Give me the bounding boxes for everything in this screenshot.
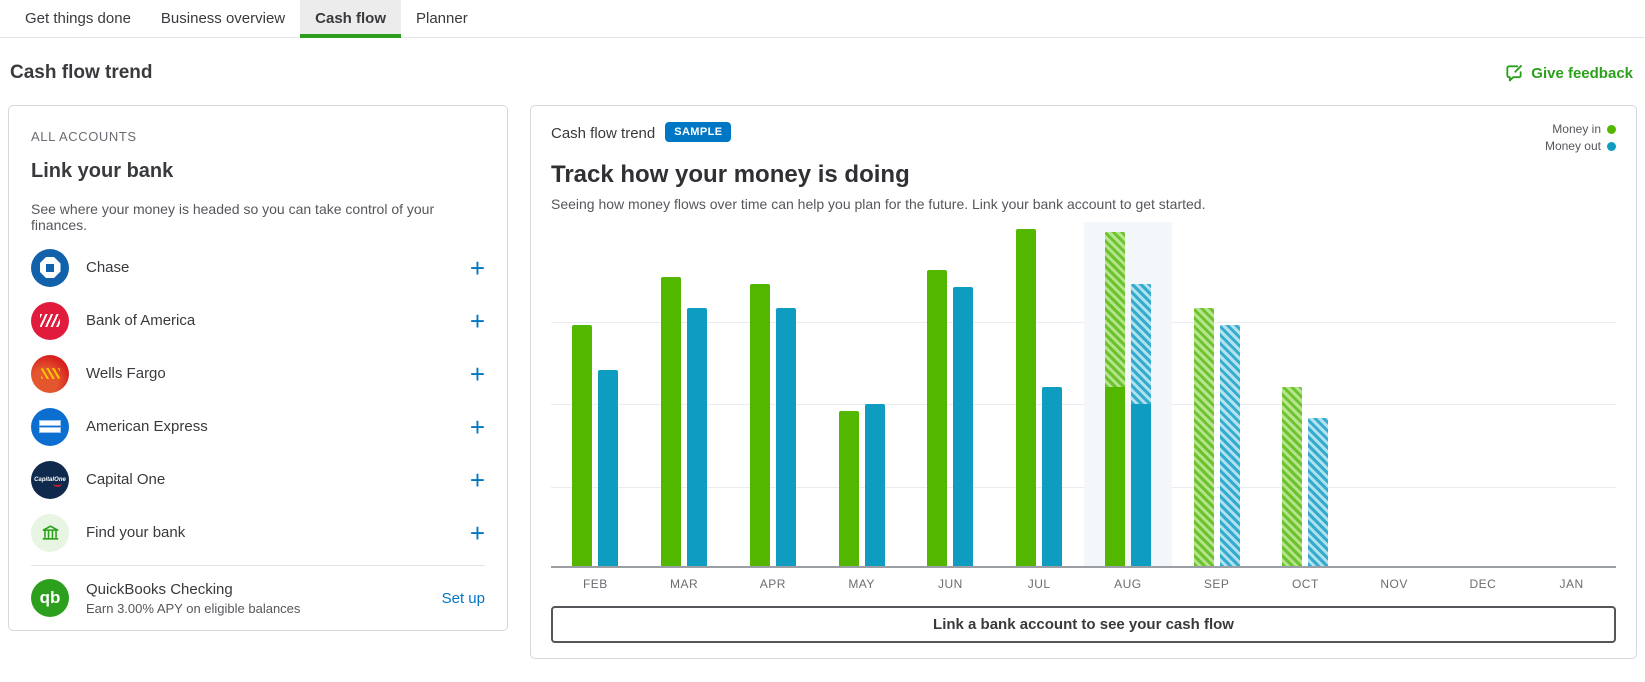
bar-money-in: [1104, 232, 1125, 567]
tab-get-things-done[interactable]: Get things done: [25, 10, 131, 27]
quickbooks-checking-subtitle: Earn 3.00% APY on eligible balances: [86, 600, 301, 616]
cash-flow-trend-card: Cash flow trend SAMPLE Money in Money ou…: [530, 105, 1637, 659]
tab-cash-flow[interactable]: Cash flow: [300, 0, 401, 38]
x-axis-label: JAN: [1559, 577, 1584, 592]
capital-one-logo-icon: [31, 460, 69, 499]
bank-name: American Express: [86, 418, 208, 435]
chart-month-slot: [1083, 222, 1173, 567]
page-header: Cash flow trend Give feedback: [0, 62, 1645, 84]
wells-fargo-logo-icon: [31, 354, 69, 393]
bank-row-american-express[interactable]: American Express +: [31, 400, 485, 453]
set-up-link[interactable]: Set up: [441, 589, 485, 607]
x-axis-label: NOV: [1380, 577, 1408, 592]
add-chase-button[interactable]: +: [469, 252, 485, 283]
link-your-bank-card: ALL ACCOUNTS Link your bank See where yo…: [8, 105, 508, 631]
all-accounts-label: ALL ACCOUNTS: [31, 129, 137, 144]
chart-subheading: Seeing how money flows over time can hel…: [551, 196, 1206, 212]
x-axis-label: FEB: [582, 577, 608, 592]
feedback-bubble-pencil-icon: [1504, 63, 1524, 83]
add-bank-of-america-button[interactable]: +: [469, 305, 485, 336]
bar-money-out: [953, 287, 974, 567]
bank-name: Bank of America: [86, 312, 196, 329]
chart-heading: Track how your money is doing: [551, 161, 910, 188]
bar-money-in: [661, 277, 682, 567]
bar-money-out: [775, 308, 796, 567]
bank-name: Find your bank: [86, 524, 186, 541]
bar-money-in: [838, 411, 859, 567]
x-axis-label: AUG: [1114, 577, 1142, 592]
tab-planner[interactable]: Planner: [415, 10, 468, 27]
x-axis-label: MAY: [848, 577, 875, 592]
money-out-dot-icon: [1607, 141, 1616, 151]
legend-money-out-label: Money out: [1544, 139, 1601, 153]
x-axis-label: MAR: [670, 577, 699, 592]
bank-row-capital-one[interactable]: Capital One +: [31, 453, 485, 506]
chart-month-slot: [551, 222, 640, 567]
x-axis-label: JUL: [1027, 577, 1051, 592]
link-bank-account-button[interactable]: Link a bank account to see your cash flo…: [551, 606, 1616, 643]
chart-month-slot: [1172, 222, 1261, 567]
quickbooks-checking-title: QuickBooks Checking: [86, 580, 233, 598]
add-find-your-bank-button[interactable]: +: [469, 517, 485, 548]
x-axis-label: JUN: [937, 577, 963, 592]
bank-name: Chase: [86, 259, 130, 276]
chart-month-slot: [1350, 222, 1439, 566]
bank-row-wells-fargo[interactable]: Wells Fargo +: [31, 347, 485, 400]
x-axis-label: DEC: [1469, 577, 1497, 592]
chart-month-slot: [995, 222, 1084, 567]
chase-logo-icon: [31, 248, 69, 287]
chart-plot: [551, 222, 1616, 569]
bar-money-in: [572, 325, 593, 567]
add-american-express-button[interactable]: +: [469, 411, 485, 442]
bar-money-in: [927, 270, 948, 567]
bar-money-in: [749, 283, 770, 567]
bank-name: Capital One: [86, 471, 166, 488]
x-axis-label: SEP: [1203, 577, 1230, 592]
find-your-bank-building-icon: [31, 513, 69, 552]
add-wells-fargo-button[interactable]: +: [469, 358, 485, 389]
chart-month-slot: [1527, 222, 1616, 566]
chart-month-slot: [640, 222, 729, 567]
x-axis-label: OCT: [1291, 577, 1319, 592]
bar-money-out: [1308, 418, 1329, 567]
chart-month-slot: [1261, 222, 1350, 567]
bar-money-out: [1219, 325, 1240, 567]
bar-money-out: [687, 308, 708, 567]
bar-money-in: [1193, 308, 1214, 567]
link-your-bank-description: See where your money is headed so you ca…: [31, 201, 435, 233]
legend-money-in-label: Money in: [1552, 122, 1601, 136]
bar-money-out: [598, 369, 619, 567]
give-feedback-link[interactable]: Give feedback: [1504, 63, 1633, 83]
chart-month-slot: [1439, 222, 1528, 566]
bar-money-in: [1282, 387, 1303, 567]
bar-money-out: [864, 404, 885, 567]
quickbooks-checking-row[interactable]: qb QuickBooks Checking Earn 3.00% APY on…: [31, 566, 485, 630]
bar-money-out: [1042, 387, 1063, 567]
bar-money-in: [1016, 228, 1037, 567]
x-axis-label: APR: [759, 577, 786, 592]
american-express-logo-icon: [31, 407, 69, 446]
bank-row-find-your-bank[interactable]: Find your bank +: [31, 506, 485, 559]
tab-business-overview[interactable]: Business overview: [160, 10, 286, 27]
link-your-bank-title: Link your bank: [31, 160, 174, 182]
sample-badge: SAMPLE: [665, 122, 732, 142]
chart-month-slot: [906, 222, 995, 567]
bank-of-america-logo-icon: [31, 301, 69, 340]
money-in-dot-icon: [1607, 124, 1616, 134]
page-title: Cash flow trend: [10, 62, 153, 83]
add-capital-one-button[interactable]: +: [469, 464, 485, 495]
bank-name: Wells Fargo: [86, 365, 166, 382]
chart-month-slot: [817, 222, 906, 567]
bar-money-out: [1130, 283, 1151, 567]
chart-legend: Money in Money out: [1545, 122, 1616, 153]
quickbooks-logo-icon: qb: [31, 579, 69, 617]
bank-row-bank-of-america[interactable]: Bank of America +: [31, 294, 485, 347]
chart-card-title: Cash flow trend: [551, 125, 656, 142]
bank-row-chase[interactable]: Chase +: [31, 241, 485, 294]
feedback-label: Give feedback: [1531, 64, 1633, 82]
chart-month-slot: [729, 222, 818, 567]
x-axis-labels: FEB MAR APR MAY JUN JUL AUG SEP OCT NOV DEC JAN: [551, 577, 1616, 591]
top-tab-bar: Get things done Business overview Cash f…: [0, 0, 1645, 38]
divider: [31, 565, 485, 566]
